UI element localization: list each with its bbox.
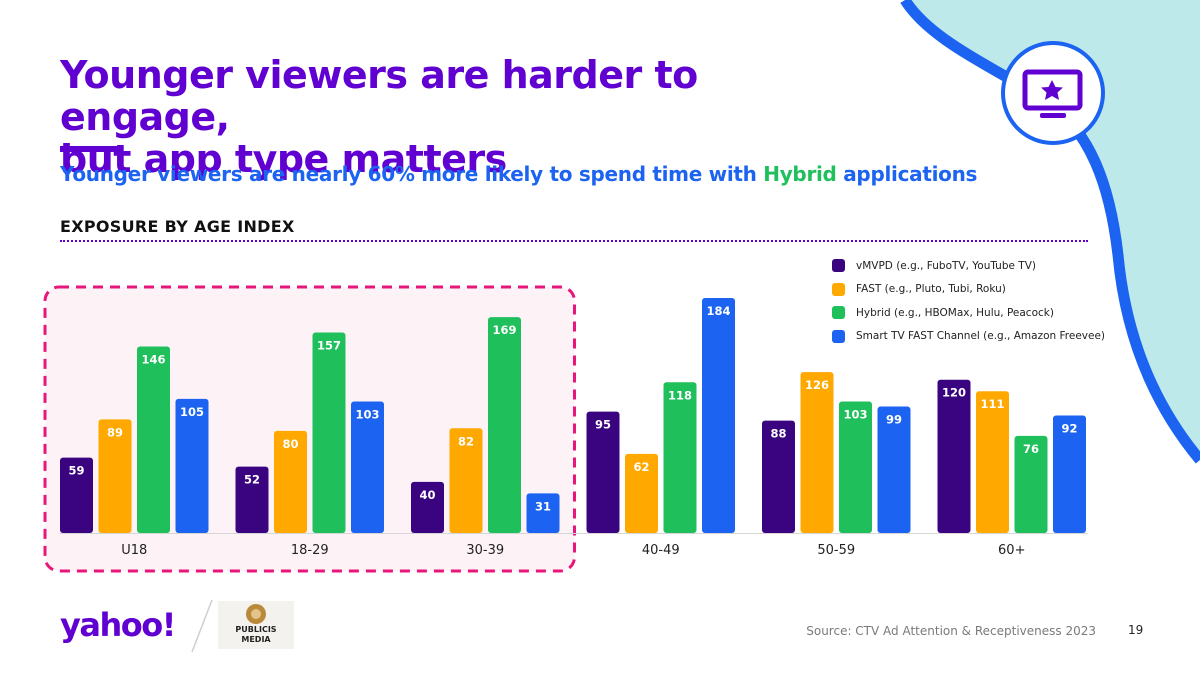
blue-outline <box>900 0 1200 464</box>
bar-40-49-series-1 <box>586 411 620 533</box>
bar-18-29-series-2 <box>274 430 307 533</box>
publicis-media-logo: PUBLICIS MEDIA <box>218 601 294 649</box>
logo-divider <box>191 599 213 653</box>
bar-50-59-series-3 <box>839 401 872 533</box>
legend-swatch-4 <box>832 329 845 343</box>
bar-50-59-series-4 <box>877 406 911 533</box>
page-title: Younger viewers are harder to engage, bu… <box>60 54 880 180</box>
bar-label-30-39-series-2: 82 <box>458 434 474 448</box>
bar-label-U18-series-2: 89 <box>107 425 123 439</box>
subtitle-pre: Younger viewers are nearly 60% more like… <box>60 162 764 186</box>
bar-60+-series-2 <box>976 391 1009 533</box>
subtitle-post: applications <box>836 162 978 186</box>
bar-label-18-29-series-2: 80 <box>282 437 298 451</box>
bar-label-18-29-series-4: 103 <box>355 407 379 421</box>
bar-30-39-series-1 <box>411 481 444 533</box>
bar-label-U18-series-4: 105 <box>180 405 204 419</box>
x-tick-label-U18: U18 <box>121 543 147 558</box>
bar-30-39-series-2 <box>449 428 483 533</box>
bar-60+-series-3 <box>1014 435 1048 533</box>
bar-label-40-49-series-1: 95 <box>595 418 611 432</box>
publicis-lion-icon <box>246 604 266 624</box>
legend-item-3: Hybrid (e.g., HBOMax, Hulu, Peacock) <box>832 301 1132 325</box>
bar-50-59-series-2 <box>800 372 834 533</box>
bar-label-U18-series-1: 59 <box>68 464 84 478</box>
x-tick-label-50-59: 50-59 <box>817 543 855 558</box>
bar-label-30-39-series-4: 31 <box>535 499 551 513</box>
title-accent-bar <box>60 146 120 152</box>
bar-U18-series-2 <box>98 419 132 533</box>
bar-U18-series-4 <box>175 398 209 533</box>
legend-label-1: vMVPD (e.g., FuboTV, YouTube TV) <box>856 259 1036 272</box>
bar-U18-series-3 <box>137 346 170 533</box>
legend-label-3: Hybrid (e.g., HBOMax, Hulu, Peacock) <box>856 306 1054 319</box>
bar-40-49-series-2 <box>625 453 658 533</box>
legend-item-1: vMVPD (e.g., FuboTV, YouTube TV) <box>832 254 1132 278</box>
bar-label-50-59-series-3: 103 <box>843 407 867 421</box>
bar-18-29-series-3 <box>312 332 346 533</box>
bar-label-40-49-series-3: 118 <box>668 388 692 402</box>
bar-label-30-39-series-1: 40 <box>419 488 435 502</box>
title-line-1: Younger viewers are harder to engage, <box>60 53 698 139</box>
x-tick-label-40-49: 40-49 <box>642 543 680 558</box>
bar-40-49-series-4 <box>702 298 735 533</box>
bar-label-60+-series-4: 92 <box>1061 422 1077 436</box>
x-tick-label-18-29: 18-29 <box>291 543 329 558</box>
chart-section-label: EXPOSURE BY AGE INDEX <box>60 217 295 236</box>
publicis-line-2: MEDIA <box>241 635 271 644</box>
legend-label-4: Smart TV FAST Channel (e.g., Amazon Free… <box>856 330 1106 343</box>
page-number: 19 <box>1128 623 1144 637</box>
legend-swatch-2 <box>832 282 845 296</box>
bar-label-U18-series-3: 146 <box>141 353 165 367</box>
legend-label-2: FAST (e.g., Pluto, Tubi, Roku) <box>856 283 1006 296</box>
title-line-2: but app type matters <box>60 137 507 181</box>
bar-label-50-59-series-2: 126 <box>805 378 829 392</box>
bar-label-18-29-series-1: 52 <box>244 473 260 487</box>
x-tick-label-30-39: 30-39 <box>466 543 504 558</box>
bar-label-40-49-series-2: 62 <box>633 460 649 474</box>
subtitle-highlight: Hybrid <box>763 162 837 186</box>
bar-30-39-series-4 <box>526 493 560 533</box>
legend-swatch-3 <box>832 306 845 320</box>
tv-star-icon <box>1001 41 1105 145</box>
bar-18-29-series-1 <box>235 466 269 533</box>
bar-label-40-49-series-4: 184 <box>706 304 730 318</box>
x-tick-label-60+: 60+ <box>998 543 1025 558</box>
bar-label-30-39-series-3: 169 <box>492 323 516 337</box>
publicis-line-1: PUBLICIS <box>235 625 277 634</box>
teal-blob <box>905 0 1200 460</box>
yahoo-logo: yahoo! <box>60 606 176 644</box>
bar-U18-series-1 <box>60 457 93 533</box>
bar-30-39-series-3 <box>488 317 521 533</box>
legend-swatch-1 <box>832 259 845 273</box>
bar-label-60+-series-3: 76 <box>1023 442 1039 456</box>
chart-legend: vMVPD (e.g., FuboTV, YouTube TV) FAST (e.… <box>832 254 1132 348</box>
legend-item-4: Smart TV FAST Channel (e.g., Amazon Free… <box>832 325 1132 349</box>
bar-label-50-59-series-1: 88 <box>770 427 786 441</box>
bar-60+-series-4 <box>1053 415 1086 533</box>
bar-40-49-series-3 <box>663 382 697 533</box>
publicis-wordmark: PUBLICIS MEDIA <box>218 625 294 645</box>
bar-label-60+-series-2: 111 <box>980 397 1004 411</box>
bar-label-60+-series-1: 120 <box>942 386 966 400</box>
dotted-divider <box>60 240 1088 242</box>
legend-item-2: FAST (e.g., Pluto, Tubi, Roku) <box>832 278 1132 302</box>
bar-label-18-29-series-3: 157 <box>317 338 341 352</box>
bar-18-29-series-4 <box>351 401 384 533</box>
bar-50-59-series-1 <box>762 420 795 533</box>
source-note: Source: CTV Ad Attention & Receptiveness… <box>806 624 1096 638</box>
bar-label-50-59-series-4: 99 <box>886 413 902 427</box>
page-subtitle: Younger viewers are nearly 60% more like… <box>60 160 1060 188</box>
bar-60+-series-1 <box>937 379 971 533</box>
